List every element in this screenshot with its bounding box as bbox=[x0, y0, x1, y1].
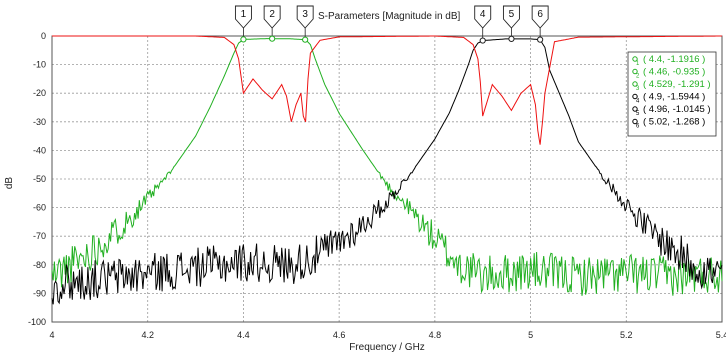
marker-label: 6 bbox=[537, 9, 543, 20]
marker-flag bbox=[502, 5, 520, 29]
marker-label: 2 bbox=[269, 9, 275, 20]
series-layer bbox=[51, 35, 723, 305]
legend-marker bbox=[632, 118, 638, 125]
tick-labels: 4 4.2 4.4 4.6 4.8 5 5.2 5.4 0 -10 -20 -30 -40 -50 -60 -… bbox=[28, 31, 726, 340]
legend-entry: ( 4.9, -1.5944 ) bbox=[643, 92, 705, 103]
marker-label: 3 bbox=[302, 9, 308, 20]
legend-index: 1 bbox=[636, 61, 640, 67]
legend-entry: ( 4.4, -1.1916 ) bbox=[643, 54, 705, 65]
marker-dot bbox=[508, 35, 515, 43]
series-line bbox=[52, 35, 722, 145]
legend-entry: ( 5.02, -1.268 ) bbox=[643, 117, 705, 128]
y-tick-label: -100 bbox=[28, 317, 46, 327]
legend-box bbox=[627, 51, 717, 137]
x-tick-label: 5 bbox=[528, 330, 533, 340]
x-tick-label: 4.6 bbox=[333, 330, 346, 340]
marker-dot bbox=[537, 36, 544, 43]
markers-layer: 1 2 3 4 5 6 bbox=[234, 5, 549, 44]
x-tick-label: 5.4 bbox=[716, 330, 726, 340]
marker-label: 1 bbox=[241, 9, 247, 20]
marker-label: 5 bbox=[509, 9, 515, 20]
marker-flag bbox=[263, 5, 281, 29]
legend-entry: ( 4.46, -0.935 ) bbox=[643, 67, 705, 78]
x-tick-label: 4.8 bbox=[429, 330, 442, 340]
marker-flag bbox=[474, 5, 492, 29]
x-tick-label: 4.4 bbox=[237, 330, 250, 340]
y-tick-label: -80 bbox=[33, 260, 46, 270]
marker-label: 4 bbox=[480, 9, 486, 20]
series-line bbox=[51, 38, 723, 305]
legend-marker bbox=[632, 68, 638, 75]
x-tick-label: 4 bbox=[49, 330, 54, 340]
x-tick-label: 4.2 bbox=[141, 330, 154, 340]
y-tick-label: -20 bbox=[33, 88, 46, 98]
legend-index: 4 bbox=[636, 99, 640, 105]
y-tick-label: -60 bbox=[33, 203, 46, 213]
y-tick-label: -40 bbox=[33, 145, 46, 155]
y-tick-label: -10 bbox=[33, 60, 46, 70]
y-tick-label: -70 bbox=[33, 231, 46, 241]
series-line bbox=[51, 38, 723, 296]
y-axis-title: dB bbox=[4, 177, 15, 190]
marker-flag bbox=[234, 5, 252, 29]
marker-dot bbox=[302, 36, 309, 43]
legend-marker bbox=[632, 56, 638, 62]
legend-entry: ( 4.529, -1.291 ) bbox=[643, 79, 711, 90]
marker-flag bbox=[296, 5, 314, 29]
marker-dot bbox=[269, 35, 276, 42]
legend-index: 5 bbox=[636, 111, 640, 117]
legend-marker bbox=[632, 81, 638, 87]
legend-marker bbox=[632, 106, 638, 112]
y-tick-label: -90 bbox=[33, 288, 46, 298]
x-axis-title: Frequency / GHz bbox=[349, 342, 425, 353]
legend-index: 6 bbox=[636, 124, 640, 130]
marker-dot bbox=[240, 36, 247, 43]
x-tick-label: 5.2 bbox=[620, 330, 633, 340]
legend-marker bbox=[632, 93, 638, 100]
marker-dot bbox=[479, 37, 486, 44]
y-tick-label: -30 bbox=[33, 117, 46, 127]
y-tick-label: 0 bbox=[41, 31, 46, 41]
legend-entry: ( 4.96, -1.0145 ) bbox=[643, 104, 711, 115]
marker-flag bbox=[531, 5, 549, 29]
legend-index: 3 bbox=[636, 86, 640, 92]
y-tick-label: -50 bbox=[33, 174, 46, 184]
legend-index: 2 bbox=[636, 74, 640, 80]
chart-title: S-Parameters [Magnitude in dB] bbox=[318, 11, 461, 22]
marker-legend: 1( 4.4, -1.1916 ) 2( 4.46, -0.935 ) 3( 4.5… bbox=[627, 51, 717, 137]
